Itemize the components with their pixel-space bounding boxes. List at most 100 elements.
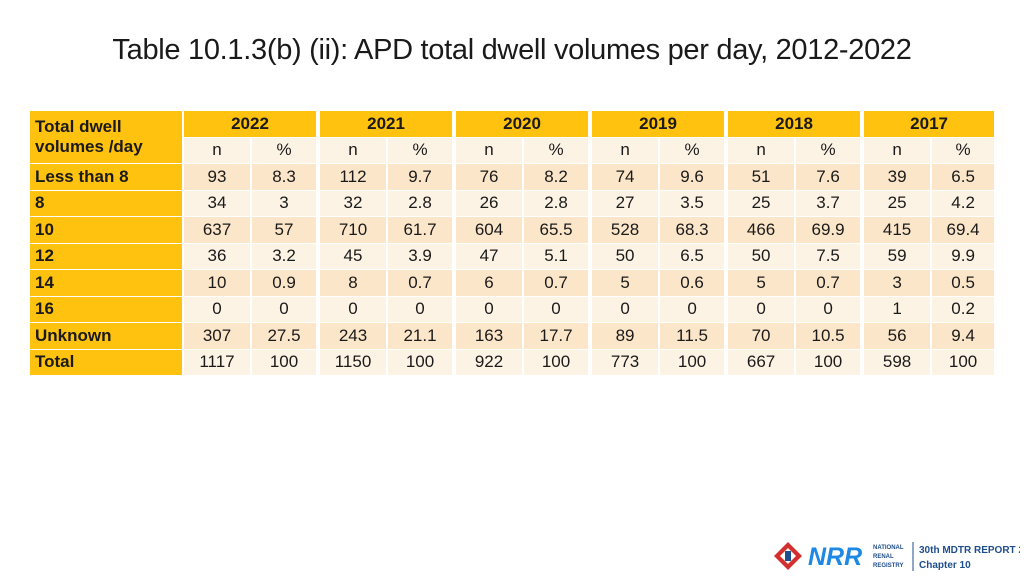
registry-name-line-1: NATIONAL <box>873 545 904 551</box>
table-cell: 0 <box>456 296 525 323</box>
table-cell: 57 <box>252 217 321 244</box>
table-row: Less than 8 93 8.3 112 9.7 76 8.2 74 9.6 51 7.6 39 6… <box>30 164 997 191</box>
table-cell: 0 <box>592 296 661 323</box>
table-cell: 61.7 <box>388 217 457 244</box>
table-cell: 112 <box>320 164 389 191</box>
table-cell: 56 <box>864 323 933 350</box>
table-cell: 34 <box>184 190 252 217</box>
table-cell: 9.9 <box>932 243 997 270</box>
nrr-logo-text: NRR <box>808 543 862 571</box>
table-cell: 7.6 <box>796 164 865 191</box>
year-header: 2022 <box>184 111 321 138</box>
table-cell: 32 <box>320 190 389 217</box>
footer-logo: NRR NATIONAL RENAL REGISTRY 30th MDTR RE… <box>774 542 1020 571</box>
report-name: 30th MDTR REPORT 2022 <box>919 545 1020 556</box>
table-cell: 51 <box>728 164 797 191</box>
table-cell: 1117 <box>184 349 252 376</box>
table-cell: 59 <box>864 243 933 270</box>
chapter-label: Chapter 10 <box>919 560 971 571</box>
year-header: 2018 <box>728 111 865 138</box>
table-cell: 0 <box>320 296 389 323</box>
table-cell: 163 <box>456 323 525 350</box>
table-cell: 667 <box>728 349 797 376</box>
year-header: 2020 <box>456 111 593 138</box>
subheader-cell: n <box>592 137 661 164</box>
year-header: 2021 <box>320 111 457 138</box>
table-cell: 710 <box>320 217 389 244</box>
table-cell: 100 <box>388 349 457 376</box>
registry-emblem-icon <box>774 542 802 570</box>
table-cell: 5 <box>728 270 797 297</box>
table-cell: 8 <box>320 270 389 297</box>
page-title: Table 10.1.3(b) (ii): APD total dwell vo… <box>112 34 912 66</box>
table-cell: 10.5 <box>796 323 865 350</box>
table-cell: 26 <box>456 190 525 217</box>
row-label: 14 <box>30 270 184 297</box>
table-cell: 4.2 <box>932 190 997 217</box>
table-cell: 3.7 <box>796 190 865 217</box>
registry-name-line-2: RENAL <box>873 554 894 560</box>
year-header-row: Total dwell volumes /day 2022 2021 2020 2019 2… <box>30 111 997 164</box>
table-cell: 637 <box>184 217 252 244</box>
year-header: 2019 <box>592 111 729 138</box>
table-cell: 17.7 <box>524 323 593 350</box>
table-cell: 0.6 <box>660 270 729 297</box>
table-cell: 5.1 <box>524 243 593 270</box>
table-cell: 0 <box>660 296 729 323</box>
table-cell: 307 <box>184 323 252 350</box>
table-row: Total 1117 100 1150 100 922 100 773 100 667 100 598… <box>30 349 997 376</box>
row-label: 10 <box>30 217 184 244</box>
table-cell: 50 <box>728 243 797 270</box>
table-cell: 1150 <box>320 349 389 376</box>
table-cell: 773 <box>592 349 661 376</box>
table-cell: 466 <box>728 217 797 244</box>
subheader-cell: n <box>728 137 797 164</box>
subheader-cell: % <box>660 137 729 164</box>
subheader-cell: n <box>320 137 389 164</box>
table-cell: 0.7 <box>524 270 593 297</box>
dwell-volume-table: Total dwell volumes /day 2022 2021 2020 2019 2… <box>30 111 997 376</box>
table-cell: 100 <box>660 349 729 376</box>
table-cell: 3 <box>864 270 933 297</box>
table-cell: 21.1 <box>388 323 457 350</box>
table-cell: 47 <box>456 243 525 270</box>
table-row: 14 10 0.9 8 0.7 6 0.7 5 0.6 5 0.7 3 0.5 <box>30 270 997 297</box>
table-cell: 6.5 <box>660 243 729 270</box>
table-cell: 74 <box>592 164 661 191</box>
table-cell: 69.4 <box>932 217 997 244</box>
table-cell: 0 <box>184 296 252 323</box>
table-cell: 27.5 <box>252 323 321 350</box>
table-cell: 36 <box>184 243 252 270</box>
table-cell: 100 <box>796 349 865 376</box>
column-header-label-line-2: volumes /day <box>35 137 143 156</box>
table-cell: 922 <box>456 349 525 376</box>
table-cell: 598 <box>864 349 933 376</box>
table-cell: 9.4 <box>932 323 997 350</box>
subheader-row: n% n% n% n% n% n% <box>30 137 997 164</box>
row-label: Total <box>30 349 184 376</box>
subheader-cell: % <box>252 137 321 164</box>
column-header-label: Total dwell volumes /day <box>30 111 184 164</box>
row-label: Less than 8 <box>30 164 184 191</box>
table-cell: 6.5 <box>932 164 997 191</box>
subheader-cell: n <box>864 137 933 164</box>
table-cell: 3.9 <box>388 243 457 270</box>
table-cell: 0.7 <box>388 270 457 297</box>
table-cell: 0.9 <box>252 270 321 297</box>
table-cell: 2.8 <box>388 190 457 217</box>
table-cell: 68.3 <box>660 217 729 244</box>
table-cell: 25 <box>728 190 797 217</box>
table-row: 12 36 3.2 45 3.9 47 5.1 50 6.5 50 7.5 59 9.9 <box>30 243 997 270</box>
subheader-cell: % <box>524 137 593 164</box>
table-cell: 0.2 <box>932 296 997 323</box>
subheader-cell: % <box>388 137 457 164</box>
table-cell: 604 <box>456 217 525 244</box>
table-cell: 9.6 <box>660 164 729 191</box>
table-cell: 528 <box>592 217 661 244</box>
table-cell: 0 <box>388 296 457 323</box>
table-cell: 100 <box>252 349 321 376</box>
table-cell: 100 <box>932 349 997 376</box>
table-row: 16 0 0 0 0 0 0 0 0 0 0 1 0.2 <box>30 296 997 323</box>
table-cell: 1 <box>864 296 933 323</box>
table-cell: 243 <box>320 323 389 350</box>
